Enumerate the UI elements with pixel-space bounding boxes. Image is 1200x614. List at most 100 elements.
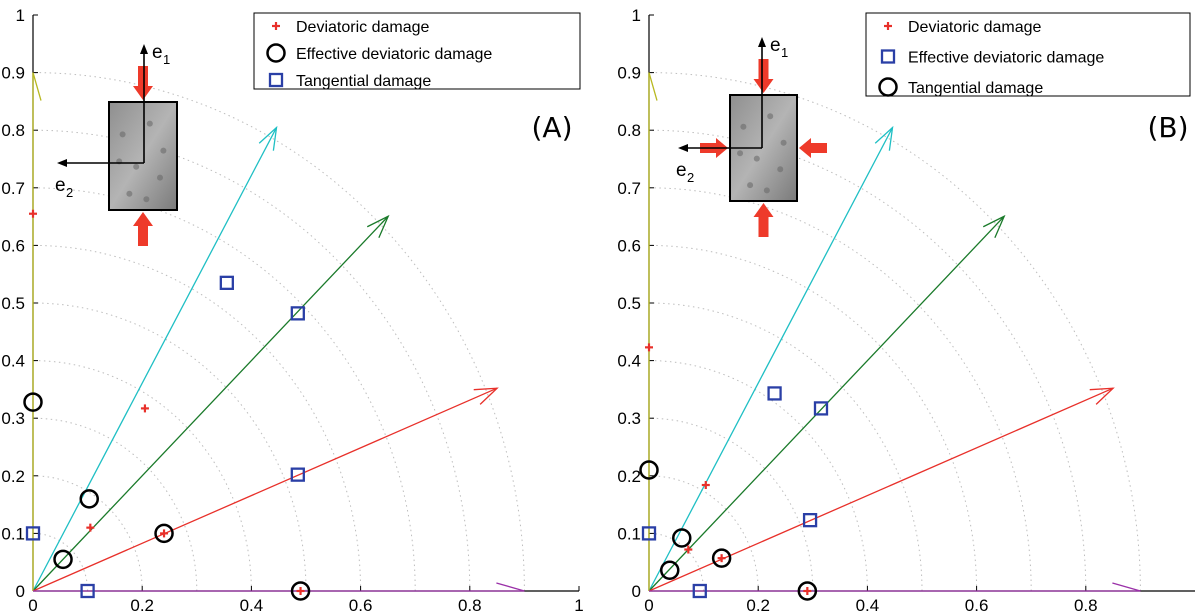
series-effective-deviatoric-damage: [23, 392, 311, 601]
legend-marker: [880, 49, 896, 64]
data-point: [86, 523, 95, 532]
data-point: [25, 526, 41, 541]
data-point: [80, 583, 95, 599]
load-arrow: [753, 203, 774, 237]
e1-label: e: [770, 35, 781, 56]
texture-speck: [737, 150, 744, 157]
legend-label: Tangential damage: [296, 73, 431, 90]
x-tick-label: 0: [644, 596, 653, 614]
data-point: [219, 275, 234, 290]
y-tick-label: 0.4: [617, 352, 641, 371]
x-tick-label: 0.6: [965, 596, 989, 614]
direction-arrow: [32, 125, 278, 592]
legend-label: Tangential damage: [908, 80, 1043, 97]
arrow-head: [982, 214, 1006, 239]
x-tick-label: 0.6: [349, 596, 373, 614]
direction-arrow: [32, 72, 42, 591]
x-tick-label: 0.4: [240, 596, 264, 614]
y-tick-label: 0: [16, 582, 25, 601]
texture-speck: [133, 163, 140, 170]
load-arrow: [133, 66, 153, 100]
data-point: [803, 587, 812, 595]
load-arrow: [133, 212, 153, 246]
y-tick-label: 0.7: [1, 179, 25, 198]
texture-speck: [126, 190, 133, 197]
legend-marker: [266, 43, 286, 63]
series-tangential-damage: [639, 460, 818, 601]
grid-arc: [32, 244, 362, 592]
specimen-inset: e 1e 2: [55, 42, 178, 246]
texture-speck: [780, 139, 787, 146]
legend-box: [253, 12, 581, 90]
e1-subscript: 1: [163, 52, 170, 67]
y-tick-label: 0.2: [617, 467, 641, 486]
e2-label: e: [55, 175, 66, 196]
data-point: [659, 560, 680, 581]
legend: Deviatoric damage Effective deviatoric da…: [865, 12, 1191, 97]
texture-speck: [753, 155, 760, 162]
y-tick-label: 0.8: [1, 121, 25, 140]
arrow-head: [32, 72, 42, 101]
direction-arrow: [33, 582, 525, 592]
legend-label: Deviatoric damage: [296, 19, 430, 36]
texture-speck: [146, 120, 153, 127]
series-effective-deviatoric-damage: [641, 386, 829, 599]
legend-marker: [878, 77, 898, 97]
grid-arc: [648, 244, 978, 592]
arrow-shaft: [648, 387, 1114, 592]
y-tick-label: 0.2: [1, 467, 25, 486]
y-tick-label: 0.5: [1, 294, 25, 313]
texture-speck: [160, 147, 167, 154]
specimen-inset: e 1e 2: [676, 35, 827, 237]
data-point: [639, 460, 659, 480]
data-point: [645, 343, 653, 352]
direction-arrow: [649, 582, 1141, 592]
x-tick-label: 0: [28, 596, 37, 614]
data-point: [802, 513, 818, 528]
data-point: [53, 549, 73, 570]
e1-label: e: [152, 42, 163, 63]
data-point: [29, 209, 37, 218]
grid-arc: [32, 302, 307, 592]
y-tick-label: 0.6: [1, 236, 25, 255]
data-point: [797, 581, 818, 601]
x-tick-label: 0.2: [746, 596, 770, 614]
e2-label: e: [676, 160, 687, 181]
e1-arrowhead: [140, 44, 148, 54]
e2-subscript: 2: [687, 170, 694, 185]
data-point: [290, 306, 305, 321]
arrow-head: [648, 72, 658, 101]
data-point: [290, 467, 305, 482]
texture-speck: [119, 131, 126, 138]
legend-label: Effective deviatoric damage: [296, 46, 492, 63]
y-tick-label: 0.3: [1, 409, 25, 428]
arrow-head: [874, 125, 894, 151]
x-tick-label: 0.4: [856, 596, 880, 614]
x-tick-label: 0.2: [130, 596, 154, 614]
e2-arrowhead: [678, 144, 688, 152]
direction-arrow: [648, 72, 658, 591]
arrow-head: [496, 582, 525, 592]
legend-label: Deviatoric damage: [908, 19, 1042, 36]
y-tick-label: 0.4: [1, 352, 25, 371]
y-tick-label: 0.3: [617, 409, 641, 428]
data-point: [296, 587, 305, 595]
y-tick-label: 0.8: [617, 121, 641, 140]
texture-speck: [767, 113, 774, 120]
e2-subscript: 2: [66, 185, 73, 200]
series-deviatoric-damage: [29, 209, 305, 595]
data-point: [79, 489, 99, 509]
x-tick-label: 0.8: [458, 596, 482, 614]
series-tangential-damage: [25, 275, 305, 599]
data-point: [641, 526, 657, 541]
x-tick-label: 0.8: [1074, 596, 1098, 614]
data-point: [711, 548, 732, 568]
arrow-head: [1089, 387, 1115, 405]
data-point: [672, 528, 692, 548]
specimen-image: [108, 101, 178, 211]
e1-arrowhead: [758, 37, 766, 47]
y-tick-label: 0.7: [617, 179, 641, 198]
texture-speck: [143, 196, 150, 203]
texture-speck: [157, 174, 163, 181]
